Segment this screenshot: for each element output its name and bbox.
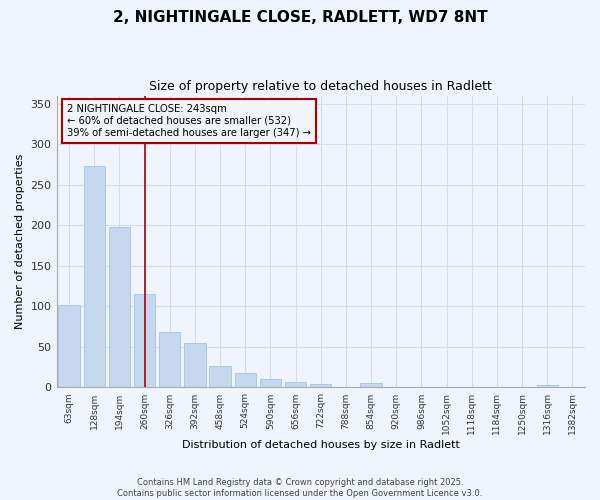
Bar xyxy=(386,386,407,388)
Bar xyxy=(83,166,105,388)
Text: 2, NIGHTINGALE CLOSE, RADLETT, WD7 8NT: 2, NIGHTINGALE CLOSE, RADLETT, WD7 8NT xyxy=(113,10,487,25)
Bar xyxy=(159,332,181,388)
Bar xyxy=(536,385,558,388)
Bar xyxy=(335,386,356,388)
Y-axis label: Number of detached properties: Number of detached properties xyxy=(15,154,25,329)
Bar xyxy=(361,384,382,388)
Title: Size of property relative to detached houses in Radlett: Size of property relative to detached ho… xyxy=(149,80,492,93)
Bar xyxy=(109,227,130,388)
Bar xyxy=(260,380,281,388)
Bar xyxy=(436,386,457,388)
Bar xyxy=(134,294,155,388)
Bar xyxy=(310,384,331,388)
Bar xyxy=(58,305,80,388)
Text: 2 NIGHTINGALE CLOSE: 243sqm
← 60% of detached houses are smaller (532)
39% of se: 2 NIGHTINGALE CLOSE: 243sqm ← 60% of det… xyxy=(67,104,311,138)
Bar xyxy=(209,366,231,388)
Bar xyxy=(184,343,206,388)
Bar xyxy=(285,382,307,388)
Bar xyxy=(235,373,256,388)
X-axis label: Distribution of detached houses by size in Radlett: Distribution of detached houses by size … xyxy=(182,440,460,450)
Text: Contains HM Land Registry data © Crown copyright and database right 2025.
Contai: Contains HM Land Registry data © Crown c… xyxy=(118,478,482,498)
